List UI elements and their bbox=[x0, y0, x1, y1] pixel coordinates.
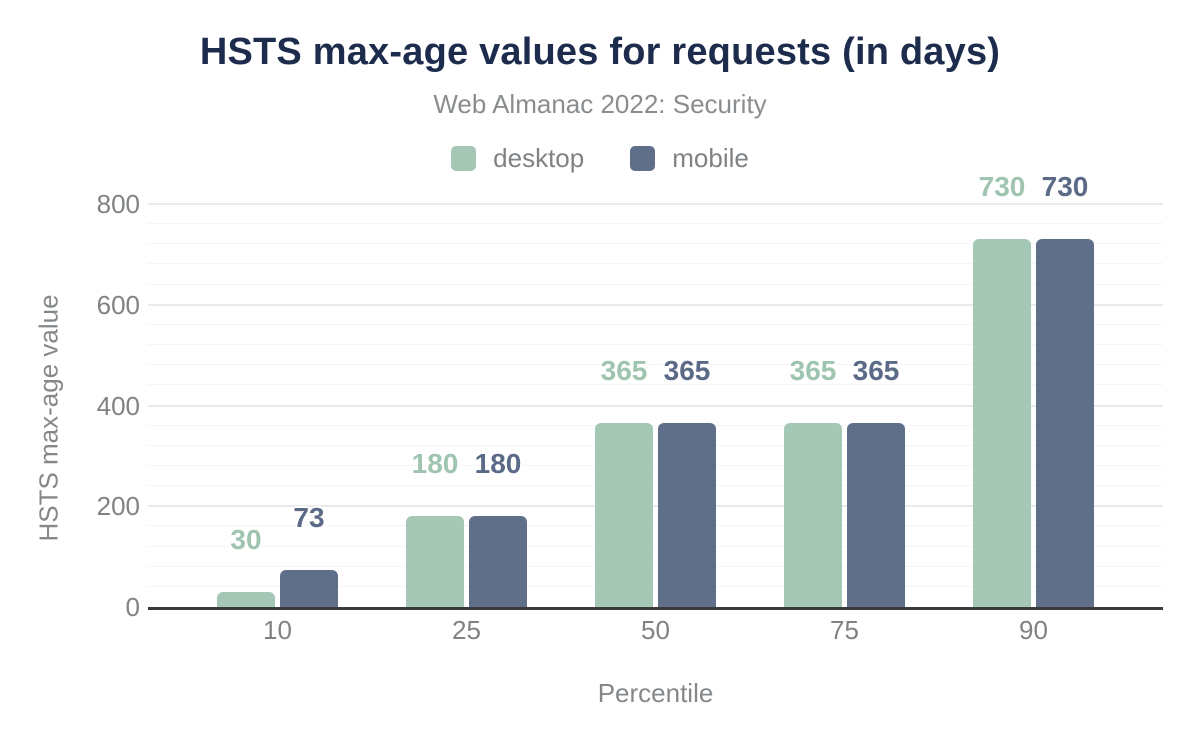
bar-value-desktop-p90: 730 bbox=[978, 171, 1026, 203]
bar-value-desktop-p10: 30 bbox=[230, 523, 262, 555]
gridline-major-600 bbox=[148, 303, 1163, 306]
gridline-minor-640 bbox=[148, 283, 1163, 285]
bar-desktop-p25[interactable] bbox=[406, 516, 464, 607]
legend-swatch-desktop bbox=[451, 146, 477, 171]
bar-value-mobile-p10: 73 bbox=[293, 502, 325, 534]
bar-value-desktop-p25: 180 bbox=[411, 448, 459, 480]
legend-label-desktop: desktop bbox=[493, 143, 585, 173]
bar-mobile-p90[interactable] bbox=[1036, 239, 1094, 607]
gridline-minor-520 bbox=[148, 344, 1163, 346]
bar-desktop-p90[interactable] bbox=[973, 239, 1031, 607]
bar-value-desktop-p50: 365 bbox=[600, 355, 648, 387]
legend-item-mobile[interactable]: mobile bbox=[630, 143, 749, 174]
x-tick-label-75: 75 bbox=[830, 615, 859, 645]
y-tick-label-800: 800 bbox=[96, 189, 140, 219]
x-tick-label-25: 25 bbox=[452, 615, 481, 645]
bar-value-mobile-p90: 730 bbox=[1041, 171, 1089, 203]
bar-desktop-p10[interactable] bbox=[217, 591, 275, 607]
bar-value-mobile-p25: 180 bbox=[474, 448, 522, 480]
legend-item-desktop[interactable]: desktop bbox=[451, 143, 584, 174]
gridline-minor-360 bbox=[148, 424, 1163, 426]
gridline-minor-760 bbox=[148, 223, 1163, 225]
gridline-major-200 bbox=[148, 505, 1163, 508]
legend-swatch-mobile bbox=[630, 146, 656, 171]
y-tick-label-0: 0 bbox=[125, 592, 140, 622]
x-tick-label-10: 10 bbox=[263, 615, 292, 645]
gridline-minor-480 bbox=[148, 364, 1163, 366]
gridline-minor-120 bbox=[148, 545, 1163, 547]
x-tick-label-90: 90 bbox=[1019, 615, 1048, 645]
y-tick-label-400: 400 bbox=[96, 390, 140, 421]
bar-mobile-p10[interactable] bbox=[280, 570, 338, 607]
x-axis-line bbox=[148, 607, 1163, 610]
gridline-major-800 bbox=[148, 203, 1163, 205]
gridline-minor-560 bbox=[148, 323, 1163, 325]
gridline-minor-80 bbox=[148, 565, 1163, 567]
gridline-major-400 bbox=[148, 404, 1163, 407]
bar-value-desktop-p75: 365 bbox=[789, 355, 837, 387]
bar-mobile-p25[interactable] bbox=[469, 516, 527, 607]
bar-desktop-p50[interactable] bbox=[595, 423, 653, 607]
x-tick-label-50: 50 bbox=[641, 615, 670, 645]
bar-value-mobile-p75: 365 bbox=[852, 355, 900, 387]
bar-value-mobile-p50: 365 bbox=[663, 355, 711, 387]
bar-desktop-p75[interactable] bbox=[784, 423, 842, 607]
x-axis-title: Percentile bbox=[597, 678, 714, 708]
legend: desktop mobile bbox=[0, 143, 1200, 174]
gridline-minor-240 bbox=[148, 485, 1163, 487]
y-tick-label-600: 600 bbox=[96, 289, 140, 320]
gridline-minor-680 bbox=[148, 263, 1163, 265]
gridline-minor-160 bbox=[148, 525, 1163, 527]
bar-mobile-p75[interactable] bbox=[847, 423, 905, 607]
gridline-minor-280 bbox=[148, 464, 1163, 466]
bar-mobile-p50[interactable] bbox=[658, 423, 716, 607]
plot-area: 30 73 180 180 365 365 365 365 730 730 bbox=[148, 171, 1163, 610]
y-tick-label-200: 200 bbox=[96, 491, 140, 522]
legend-label-mobile: mobile bbox=[672, 143, 749, 173]
gridline-minor-440 bbox=[148, 384, 1163, 386]
chart-subtitle: Web Almanac 2022: Security bbox=[433, 89, 767, 119]
gridline-minor-720 bbox=[148, 243, 1163, 245]
chart-title: HSTS max-age values for requests (in day… bbox=[199, 31, 1001, 73]
gridline-minor-40 bbox=[148, 585, 1163, 587]
gridline-minor-320 bbox=[148, 444, 1163, 446]
